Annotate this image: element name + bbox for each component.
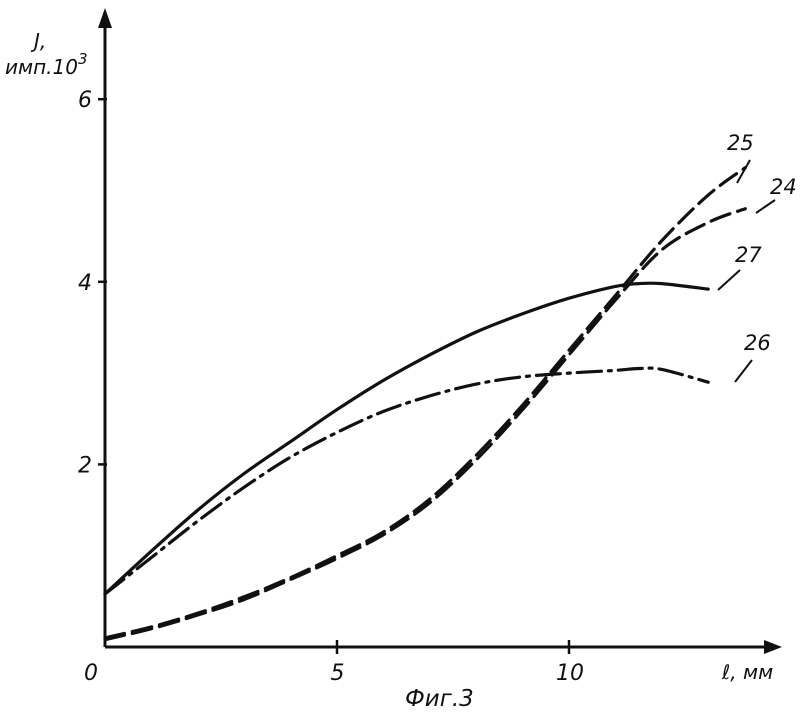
x-tick-label: 0	[84, 661, 98, 686]
curve-27-leader	[718, 270, 740, 290]
x-tick-label: 5	[331, 661, 345, 686]
x-tick-label: 10	[556, 661, 584, 686]
curve-24-label: 24	[770, 175, 797, 199]
curve-27-label: 27	[735, 243, 762, 267]
y-axis-arrow	[98, 8, 112, 28]
curve-group	[105, 168, 745, 640]
figure-caption: Фиг.3	[405, 686, 474, 712]
curve-25-line	[105, 168, 745, 638]
y-tick-label: 6	[78, 88, 92, 113]
curve-26-line	[105, 368, 708, 594]
y-axis-label-unit: имп.10	[5, 55, 78, 79]
y-axis-label-line2: имп.103	[5, 50, 88, 79]
curve-24-leader	[756, 200, 775, 213]
curve-25-label: 25	[727, 131, 754, 155]
curve-26-label: 26	[744, 331, 771, 355]
curve-label-group: 27 26 25 24	[718, 131, 797, 382]
curve-25-leader	[737, 160, 750, 183]
y-axis-label-line1: J,	[30, 29, 46, 53]
y-tick-label: 2	[78, 453, 92, 478]
y-axis-label-exponent: 3	[78, 50, 88, 68]
x-axis-label: ℓ, мм	[721, 660, 773, 684]
curve-27-line	[105, 283, 708, 594]
curve-24-line	[105, 209, 745, 640]
x-axis-arrow	[764, 640, 782, 654]
y-tick-label: 4	[78, 271, 92, 296]
tick-group: 0 5 10 2 4 6	[78, 88, 584, 686]
curve-26-leader	[735, 360, 752, 382]
